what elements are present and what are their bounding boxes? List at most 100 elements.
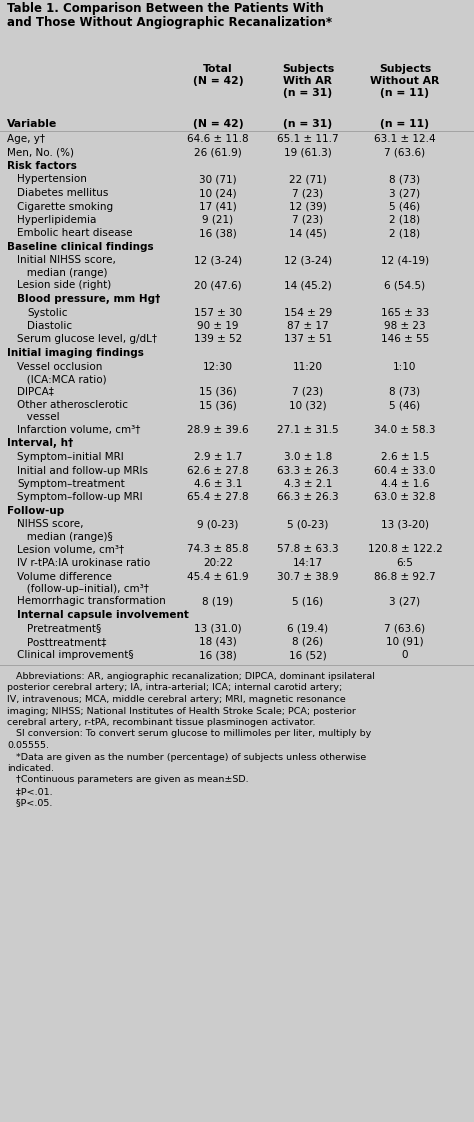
Text: 14:17: 14:17 [293,558,323,568]
Text: Lesion side (right): Lesion side (right) [17,280,111,291]
Text: Volume difference: Volume difference [17,571,112,581]
Text: (N = 42): (N = 42) [193,119,243,129]
Text: DIPCA‡: DIPCA‡ [17,386,54,396]
Text: 4.6 ± 3.1: 4.6 ± 3.1 [194,479,242,489]
Text: Lesion volume, cm³†: Lesion volume, cm³† [17,544,124,554]
Text: Cigarette smoking: Cigarette smoking [17,202,113,212]
Text: Other atherosclerotic: Other atherosclerotic [17,401,128,410]
Text: 18 (43): 18 (43) [199,637,237,647]
Text: 20 (47.6): 20 (47.6) [194,280,242,291]
Text: 65.4 ± 27.8: 65.4 ± 27.8 [187,493,249,503]
Text: 98 ± 23: 98 ± 23 [384,321,426,331]
Text: Diabetes mellitus: Diabetes mellitus [17,188,109,197]
Text: 7 (23): 7 (23) [292,215,324,226]
Text: Hyperlipidemia: Hyperlipidemia [17,215,96,226]
Text: 2 (18): 2 (18) [390,215,420,226]
Text: 10 (32): 10 (32) [289,401,327,410]
Text: 157 ± 30: 157 ± 30 [194,307,242,318]
Text: 3 (27): 3 (27) [390,188,420,197]
Text: median (range)§: median (range)§ [17,532,113,542]
Text: Hypertension: Hypertension [17,175,87,184]
Text: 26 (61.9): 26 (61.9) [194,147,242,157]
Text: Pretreatment§: Pretreatment§ [27,624,101,634]
Text: 65.1 ± 11.7: 65.1 ± 11.7 [277,134,339,144]
Text: 27.1 ± 31.5: 27.1 ± 31.5 [277,425,339,435]
Text: 12:30: 12:30 [203,361,233,371]
Text: vessel: vessel [17,413,60,423]
Text: 7 (23): 7 (23) [292,188,324,197]
Text: Internal capsule involvement: Internal capsule involvement [17,610,189,620]
Text: 45.4 ± 61.9: 45.4 ± 61.9 [187,571,249,581]
Text: 2.6 ± 1.5: 2.6 ± 1.5 [381,452,429,462]
Text: (follow-up–initial), cm³†: (follow-up–initial), cm³† [17,583,149,594]
Text: 60.4 ± 33.0: 60.4 ± 33.0 [374,466,436,476]
Text: Clinical improvement§: Clinical improvement§ [17,651,134,661]
Text: 10 (24): 10 (24) [199,188,237,197]
Text: 2.9 ± 1.7: 2.9 ± 1.7 [194,452,242,462]
Text: 87 ± 17: 87 ± 17 [287,321,329,331]
Text: Initial imaging findings: Initial imaging findings [7,348,144,358]
Text: 8 (73): 8 (73) [390,175,420,184]
Text: Subjects: Subjects [379,64,431,74]
Text: Blood pressure, mm Hg†: Blood pressure, mm Hg† [17,294,160,304]
Text: Initial and follow-up MRIs: Initial and follow-up MRIs [17,466,148,476]
Text: 8 (26): 8 (26) [292,637,324,647]
Text: 13 (31.0): 13 (31.0) [194,624,242,634]
Text: 63.1 ± 12.4: 63.1 ± 12.4 [374,134,436,144]
Text: 8 (19): 8 (19) [202,597,234,607]
Text: 120.8 ± 122.2: 120.8 ± 122.2 [368,544,442,554]
Text: 20:22: 20:22 [203,558,233,568]
Text: 9 (21): 9 (21) [202,215,234,226]
Text: Baseline clinical findings: Baseline clinical findings [7,242,154,252]
Text: Men, No. (%): Men, No. (%) [7,147,74,157]
Text: 64.6 ± 11.8: 64.6 ± 11.8 [187,134,249,144]
Text: Vessel occlusion: Vessel occlusion [17,361,102,371]
Text: 14 (45.2): 14 (45.2) [284,280,332,291]
Text: Embolic heart disease: Embolic heart disease [17,229,133,239]
Text: 15 (36): 15 (36) [199,401,237,410]
Text: †Continuous parameters are given as mean±SD.: †Continuous parameters are given as mean… [7,775,249,784]
Text: (N = 42): (N = 42) [193,76,243,86]
Text: NIHSS score,: NIHSS score, [17,519,83,530]
Text: 139 ± 52: 139 ± 52 [194,334,242,344]
Text: IV r-tPA:IA urokinase ratio: IV r-tPA:IA urokinase ratio [17,558,150,568]
Text: (ICA:MCA ratio): (ICA:MCA ratio) [17,374,107,384]
Text: Serum glucose level, g/dL†: Serum glucose level, g/dL† [17,334,157,344]
Text: IV, intravenous; MCA, middle cerebral artery; MRI, magnetic resonance: IV, intravenous; MCA, middle cerebral ar… [7,695,346,703]
Text: Symptom–treatment: Symptom–treatment [17,479,125,489]
Text: Subjects: Subjects [282,64,334,74]
Text: 7 (63.6): 7 (63.6) [384,624,426,634]
Text: ‡P<.01.: ‡P<.01. [7,787,53,795]
Text: Posttreatment‡: Posttreatment‡ [27,637,106,647]
Text: 3 (27): 3 (27) [390,597,420,607]
Text: 15 (36): 15 (36) [199,386,237,396]
Text: 8 (73): 8 (73) [390,386,420,396]
Text: Systolic: Systolic [27,307,67,318]
Text: Initial NIHSS score,: Initial NIHSS score, [17,256,116,266]
Text: Table 1. Comparison Between the Patients With: Table 1. Comparison Between the Patients… [7,2,324,15]
Text: cerebral artery, r-tPA, recombinant tissue plasminogen activator.: cerebral artery, r-tPA, recombinant tiss… [7,718,316,727]
Text: 66.3 ± 26.3: 66.3 ± 26.3 [277,493,339,503]
Text: 6 (19.4): 6 (19.4) [287,624,328,634]
Text: and Those Without Angiographic Recanalization*: and Those Without Angiographic Recanaliz… [7,16,332,29]
Text: 4.3 ± 2.1: 4.3 ± 2.1 [284,479,332,489]
Text: 146 ± 55: 146 ± 55 [381,334,429,344]
Text: Total: Total [203,64,233,74]
Text: §P<.05.: §P<.05. [7,799,52,808]
Text: Abbreviations: AR, angiographic recanalization; DIPCA, dominant ipsilateral: Abbreviations: AR, angiographic recanali… [7,672,375,681]
Text: Symptom–follow-up MRI: Symptom–follow-up MRI [17,493,143,503]
Text: *Data are given as the number (percentage) of subjects unless otherwise: *Data are given as the number (percentag… [7,753,366,762]
Text: 9 (0-23): 9 (0-23) [197,519,239,530]
Text: 16 (52): 16 (52) [289,651,327,661]
Text: Without AR: Without AR [370,76,440,86]
Text: 19 (61.3): 19 (61.3) [284,147,332,157]
Text: 13 (3-20): 13 (3-20) [381,519,429,530]
Text: 17 (41): 17 (41) [199,202,237,212]
Text: Symptom–initial MRI: Symptom–initial MRI [17,452,124,462]
Text: 12 (4-19): 12 (4-19) [381,256,429,266]
Text: 154 ± 29: 154 ± 29 [284,307,332,318]
Text: imaging; NIHSS; National Institutes of Health Stroke Scale; PCA; posterior: imaging; NIHSS; National Institutes of H… [7,707,356,716]
Text: Age, y†: Age, y† [7,134,45,144]
Text: 12 (3-24): 12 (3-24) [284,256,332,266]
Text: 16 (38): 16 (38) [199,229,237,239]
